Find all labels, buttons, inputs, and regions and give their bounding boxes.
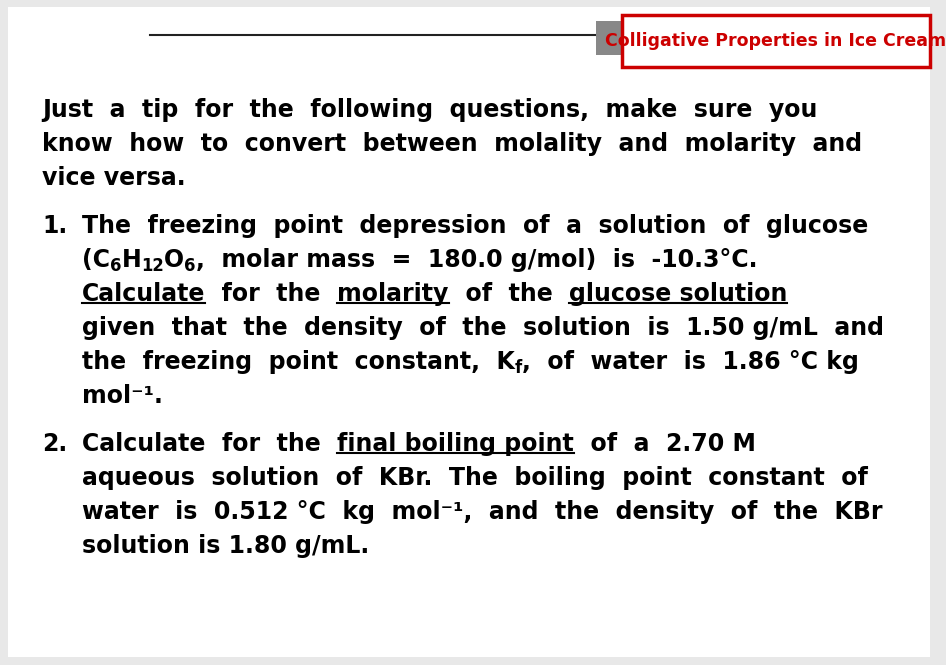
Text: solution is 1.80 g/mL.: solution is 1.80 g/mL. (82, 534, 369, 558)
Text: vice versa.: vice versa. (42, 166, 185, 190)
Text: f: f (515, 360, 522, 378)
Text: Colligative Properties in Ice Cream: Colligative Properties in Ice Cream (605, 32, 946, 50)
Text: mol⁻¹.: mol⁻¹. (82, 384, 163, 408)
Text: the  freezing  point  constant,  K: the freezing point constant, K (82, 350, 515, 374)
Text: final boiling point: final boiling point (338, 432, 574, 456)
Text: ,  molar mass  =  180.0 g/mol)  is  -10.3°C.: , molar mass = 180.0 g/mol) is -10.3°C. (196, 248, 757, 272)
Text: Just  a  tip  for  the  following  questions,  make  sure  you: Just a tip for the following questions, … (42, 98, 817, 122)
Text: Calculate  for  the: Calculate for the (82, 432, 338, 456)
Text: ,  of  water  is  1.86 °C kg: , of water is 1.86 °C kg (522, 350, 859, 374)
Text: Calculate: Calculate (82, 282, 205, 306)
FancyBboxPatch shape (8, 7, 930, 657)
Text: aqueous  solution  of  KBr.  The  boiling  point  constant  of: aqueous solution of KBr. The boiling poi… (82, 466, 867, 490)
Text: for  the: for the (205, 282, 338, 306)
FancyBboxPatch shape (596, 21, 624, 55)
Text: water  is  0.512 °C  kg  mol⁻¹,  and  the  density  of  the  KBr: water is 0.512 °C kg mol⁻¹, and the dens… (82, 500, 883, 524)
FancyBboxPatch shape (622, 15, 930, 67)
Text: O: O (164, 248, 184, 272)
Text: 6: 6 (110, 257, 121, 275)
Text: 2.: 2. (42, 432, 67, 456)
Text: of  the: of the (448, 282, 569, 306)
Text: 1.: 1. (42, 214, 67, 238)
Text: 12: 12 (141, 257, 164, 275)
Text: H: H (121, 248, 141, 272)
Text: The  freezing  point  depression  of  a  solution  of  glucose: The freezing point depression of a solut… (82, 214, 868, 238)
Text: 6: 6 (184, 257, 196, 275)
Text: know  how  to  convert  between  molality  and  molarity  and: know how to convert between molality and… (42, 132, 862, 156)
Text: molarity: molarity (338, 282, 448, 306)
Text: of  a  2.70 M: of a 2.70 M (574, 432, 756, 456)
Text: glucose solution: glucose solution (569, 282, 787, 306)
Text: given  that  the  density  of  the  solution  is  1.50 g/mL  and: given that the density of the solution i… (82, 316, 884, 340)
Text: (C: (C (82, 248, 110, 272)
